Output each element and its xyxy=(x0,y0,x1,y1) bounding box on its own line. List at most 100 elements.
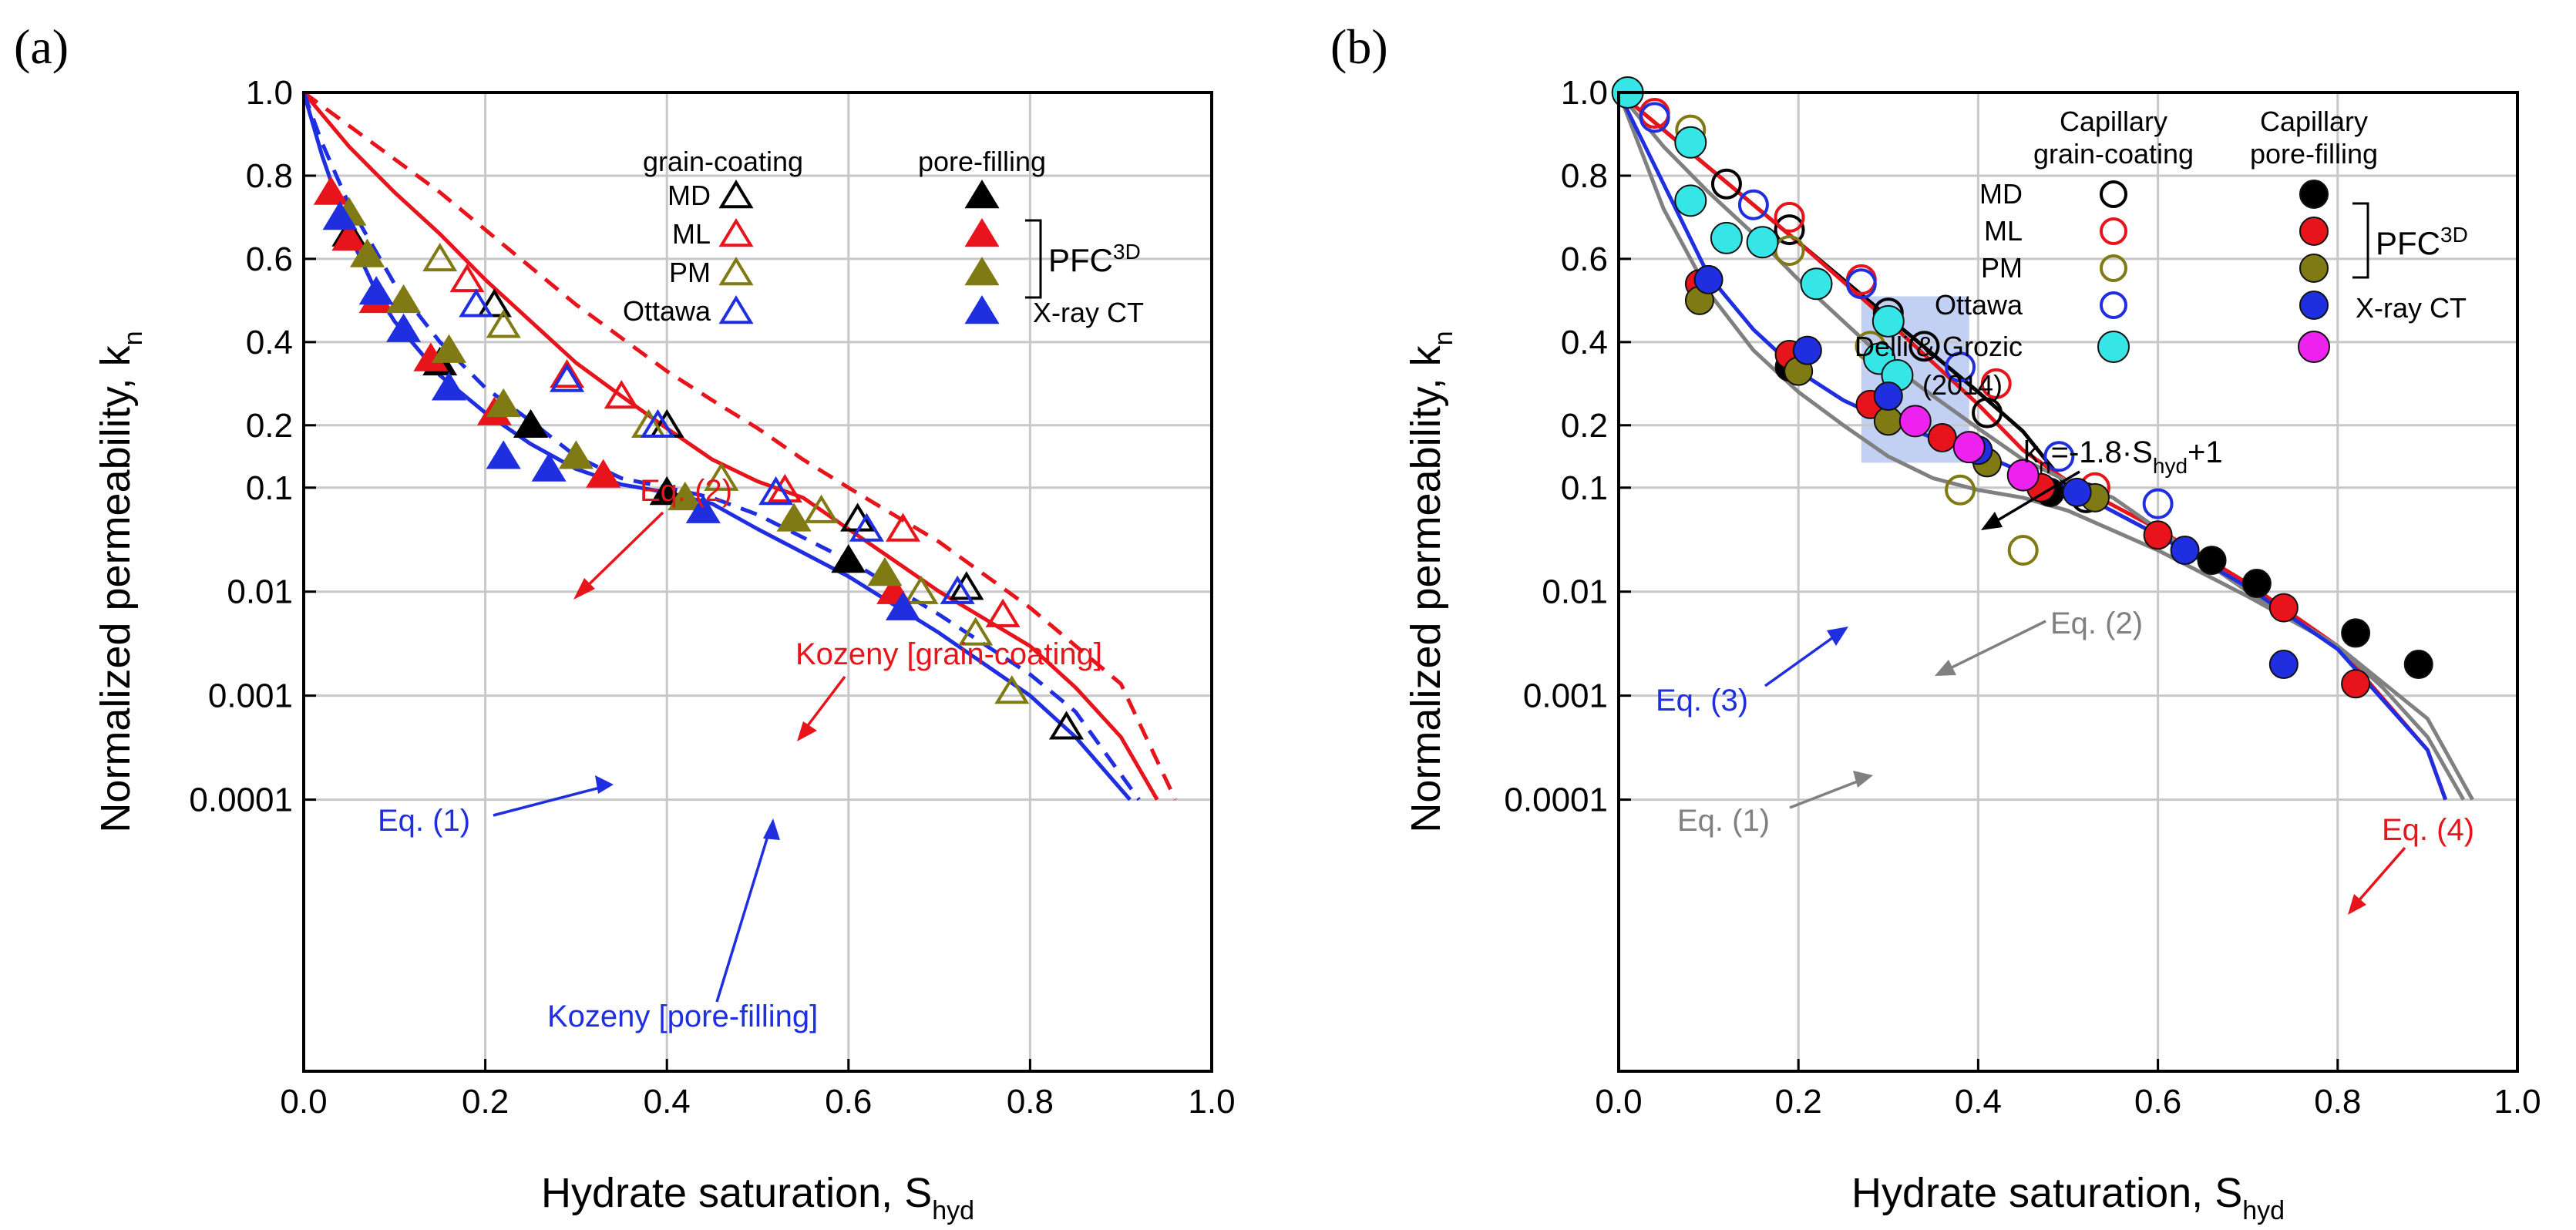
legend-a-label-md: MD xyxy=(668,180,711,211)
data-point-pm-grain-coating xyxy=(2007,535,2039,566)
x-tick-label: 1.0 xyxy=(2494,1083,2541,1121)
data-point-delli-grozic-2014- xyxy=(1674,126,1707,159)
data-point-pm-grain-coating xyxy=(704,462,739,491)
legend-a-marker-pm xyxy=(718,257,754,286)
legend-b-markers xyxy=(2097,180,2330,363)
legend-b-pfc3d: PFC3D xyxy=(2376,223,2468,261)
data-point-ml-pore-filling xyxy=(2268,593,2299,623)
legend-b-label-ottawa: Ottawa xyxy=(1935,289,2023,321)
panel-a-annotations: Eq. (2) Kozeny [grain-coating] Eq. (1) K… xyxy=(378,474,1102,1033)
data-point-md-pore-filling xyxy=(831,544,866,573)
x-tick-label: 0.2 xyxy=(462,1083,509,1121)
data-point-pm-pore-filling xyxy=(1873,406,1903,436)
y-tick-label: 0.2 xyxy=(1561,407,1608,445)
data-point-x-ray-ct xyxy=(2268,650,2299,680)
data-point-md-grain-coating xyxy=(1710,168,1742,200)
annotation-eq4-b: Eq. (4) xyxy=(2382,813,2474,847)
data-point-md-grain-coating xyxy=(1774,214,1805,246)
data-point-ml-grain-coating xyxy=(604,380,639,409)
arrowhead-linear-fit xyxy=(1981,512,2003,530)
data-point-pm-pore-filling xyxy=(776,502,812,532)
data-point-x-ray-ct xyxy=(885,591,921,620)
data-point-ottawa-grain-coating xyxy=(2043,441,2075,472)
annotation-eq2-b: Eq. (2) xyxy=(2050,607,2143,640)
data-point-x-ray-ct xyxy=(358,276,394,305)
panel-b-points xyxy=(1611,76,2433,699)
legend-b-marker-delli xyxy=(2097,331,2130,363)
legend-b-marker-open-ml xyxy=(2100,217,2127,245)
arrowhead-eq1-b xyxy=(1853,771,1873,788)
legend-a-marker-md xyxy=(964,180,1000,209)
data-point-x-ray-ct xyxy=(1693,264,1723,294)
y-tick-label: 0.1 xyxy=(246,469,293,507)
annotation-eq1-b: Eq. (1) xyxy=(1677,804,1770,838)
y-tick-label: 0.01 xyxy=(1542,573,1608,611)
data-point-x-ray-ct xyxy=(486,440,521,469)
data-point-ml-pore-filling xyxy=(313,176,348,205)
x-tick-label: 0.0 xyxy=(1595,1083,1642,1121)
arrow-eq2-a xyxy=(578,511,664,595)
panel-a-plot-frame xyxy=(302,91,1213,1073)
arrow-eq1-b xyxy=(1789,777,1866,809)
data-point-ottawa-grain-coating xyxy=(940,575,975,604)
data-point-md-pore-filling xyxy=(2197,546,2227,576)
data-point-ottawa-grain-coating xyxy=(459,288,494,318)
legend-a-marker-md xyxy=(718,180,754,209)
data-point-ml-pore-filling xyxy=(586,459,621,488)
panel-b-x-axis-title: Hydrate saturation, Shyd xyxy=(1851,1170,2285,1225)
panel-b-annotations: kn=-1.8·Shyd+1 Eq. (2) Eq. (3) Eq. (1) E… xyxy=(1656,435,2474,915)
y-tick-label: 0.001 xyxy=(208,677,293,715)
panel-a-x-axis-title: Hydrate saturation, Shyd xyxy=(541,1170,974,1225)
legend-b-bracket xyxy=(2352,202,2369,279)
data-point-ml-grain-coating xyxy=(985,598,1021,627)
data-point-md-grain-coating xyxy=(476,288,512,318)
legend-a-header-grain-coating: grain-coating xyxy=(643,146,803,177)
y-tick-label: 1.0 xyxy=(246,74,293,112)
x-tick-label: 0.8 xyxy=(1007,1083,1054,1121)
arrow-kozeny-grain-a xyxy=(800,675,846,735)
data-point-delli-grozic-2014- xyxy=(1674,184,1707,217)
legend-b-header-pore-filling: pore-filling xyxy=(2250,138,2378,170)
arrowhead-kozeny-grain-a xyxy=(797,721,817,741)
data-point-pm-pore-filling xyxy=(349,238,385,267)
y-tick-label: 0.001 xyxy=(1523,677,1608,715)
curve-kozeny-pore-filling- xyxy=(301,92,1141,802)
arrowhead-eq1-a xyxy=(595,775,614,794)
legend-a-xray-ct: X-ray CT xyxy=(1033,297,1144,328)
panel-b-ticks: 0.0 0.2 0.4 0.6 0.8 1.0 1.0 0.8 0.6 0.4 0.2 0.1 0.01… xyxy=(1504,74,2541,1121)
annotation-kozeny-pore-a: Kozeny [pore-filling] xyxy=(547,1000,818,1033)
data-point-ml-grain-coating xyxy=(449,263,485,293)
arrow-eq2-b xyxy=(1942,620,2046,674)
y-tick-label: 0.0001 xyxy=(1504,781,1608,819)
data-point-delli-magenta xyxy=(1898,405,1932,438)
arrow-linear-fit xyxy=(1988,470,2080,527)
arrow-eq1-a xyxy=(493,785,607,817)
data-point-x-ray-ct xyxy=(431,371,467,401)
x-tick-label: 0.4 xyxy=(1955,1083,2002,1121)
x-tick-label: 0.4 xyxy=(644,1083,691,1121)
data-point-x-ray-ct xyxy=(322,200,358,230)
legend-b-marker-open-ottawa xyxy=(2100,291,2127,319)
legend-b-marker-filled-ml xyxy=(2299,217,2329,246)
data-point-pm-grain-coating xyxy=(903,575,939,604)
legend-b-marker-filled-md xyxy=(2299,180,2329,209)
legend-b-header-capillary-1: Capillary xyxy=(2060,106,2167,137)
arrowhead-eq2-a xyxy=(573,578,595,600)
panel-a-legend: grain-coating pore-filling MD ML PM Otta… xyxy=(623,146,1144,328)
legend-a-label-ottawa: Ottawa xyxy=(623,295,711,327)
data-point-ottawa-grain-coating xyxy=(1945,351,1976,383)
y-tick-label: 0.1 xyxy=(1561,469,1608,507)
y-tick-label: 0.6 xyxy=(246,240,293,278)
data-point-md-pore-filling xyxy=(2241,569,2272,599)
data-point-ml-grain-coating xyxy=(885,512,921,542)
x-tick-label: 0.6 xyxy=(2134,1083,2181,1121)
legend-a-bracket xyxy=(1025,219,1042,299)
data-point-x-ray-ct xyxy=(531,452,567,482)
legend-b-marker-magenta xyxy=(2298,331,2330,363)
data-point-md-pore-filling xyxy=(2341,618,2371,648)
annotation-kozeny-grain-a: Kozeny [grain-coating] xyxy=(795,637,1102,671)
data-point-x-ray-ct xyxy=(1792,335,1822,365)
arrowhead-eq4-b xyxy=(2348,894,2366,915)
data-point-pm-grain-coating xyxy=(803,494,839,523)
curve-eq-1- xyxy=(301,92,1132,802)
